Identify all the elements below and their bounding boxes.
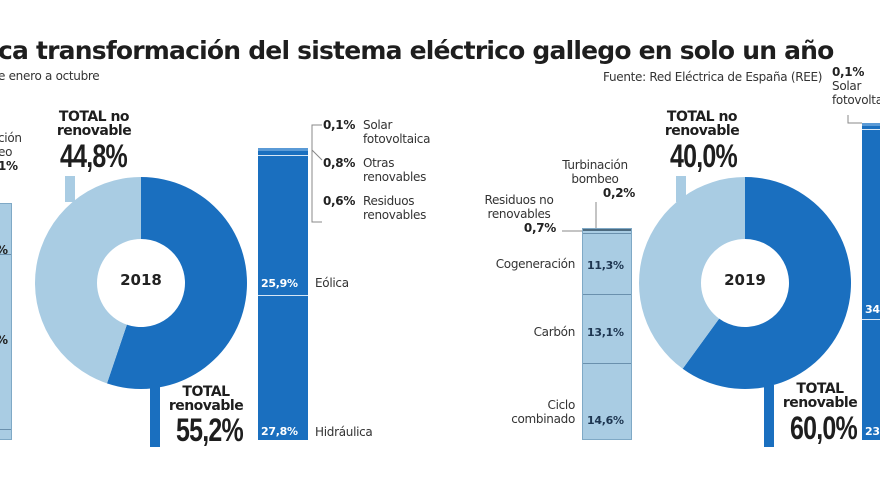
pct: 0,1%: [832, 65, 865, 79]
hidraulica-label: Hidráulica: [315, 425, 373, 439]
donut-slice-no-renovable: [639, 177, 745, 369]
no-renovable-value-2018: 44,8%: [60, 138, 128, 174]
name-line: renovables: [363, 170, 427, 184]
solar-2018-label: 0,1% Solar fotovoltaica: [323, 118, 430, 146]
renovable-title-2019: TOTAL renovable: [780, 382, 860, 410]
fragment-line: 1%: [0, 159, 18, 173]
no-renovable-title-2019: TOTAL no renovable: [660, 110, 744, 138]
renovable-value-2019: 60,0%: [790, 410, 858, 446]
title-line: renovable: [664, 123, 740, 139]
title-line: renovable: [782, 395, 858, 411]
no-renovable-title-2018: TOTAL no renovable: [52, 110, 136, 138]
fragment-line: eo: [0, 145, 13, 159]
renovable-stem-2018: [150, 385, 160, 447]
renovable-bar-2018: 25,9% 27,8%: [258, 148, 308, 440]
renovable-value-2018: 55,2%: [176, 412, 244, 448]
no-renovable-stem-2018: [65, 176, 75, 202]
no-renovable-stem-2019: [676, 176, 686, 202]
fragment-pct: %: [0, 333, 8, 347]
carbon-pct: 13,1%: [587, 326, 624, 339]
bracket-2018: [311, 124, 323, 223]
otras-2018-label: 0,8% Otras renovables: [323, 156, 426, 184]
eolica-label: Eólica: [315, 276, 349, 290]
renovable-title-2018: TOTAL renovable: [166, 385, 246, 413]
ciclo-pct: 14,6%: [587, 414, 624, 427]
solar-2019-label: 0,1% Solar fotovolta: [832, 65, 880, 107]
hidraulica-pct: 27,8%: [261, 425, 298, 438]
pct: 0,2%: [602, 186, 635, 200]
donut-2019: [639, 177, 852, 390]
name-line: Otras: [363, 156, 395, 170]
name-line: Solar: [363, 118, 393, 132]
chart-title: ca transformación del sistema eléctrico …: [0, 36, 834, 65]
title-line: TOTAL: [796, 381, 844, 397]
fragment-pct: %: [0, 243, 8, 257]
turbinacion-label: Turbinación bombeo 0,2%: [555, 158, 635, 200]
name-line: Turbinación: [562, 158, 628, 172]
pct: 0,7%: [523, 221, 556, 235]
carbon-label: Carbón: [533, 325, 576, 339]
leader-solar-2019: [847, 115, 862, 124]
donut-2018: [34, 177, 247, 390]
fragment-label: ción eo 1%: [0, 131, 22, 173]
residuos-no-renovables-label: Residuos no renovables 0,7%: [478, 193, 560, 235]
fragment-bar: [0, 203, 12, 440]
donut-slice-renovable: [106, 177, 247, 390]
name-line: fotovoltaica: [363, 132, 431, 146]
title-line: TOTAL no: [666, 109, 738, 125]
title-line: renovable: [168, 398, 244, 414]
fragment-line: ción: [0, 131, 22, 145]
no-renovable-value-2019: 40,0%: [670, 138, 738, 174]
residuos-2018-label: 0,6% Residuos renovables: [323, 194, 426, 222]
name-line: renovables: [487, 207, 551, 221]
bar-2019-bottom-pct: 23: [865, 425, 880, 438]
pct: 0,8%: [323, 156, 356, 170]
cogeneracion-pct: 11,3%: [587, 259, 624, 272]
name-line: Solar: [832, 79, 862, 93]
bar-2019-mid-pct: 34: [865, 303, 880, 316]
donut-slice-no-renovable: [34, 177, 141, 384]
name-line: fotovolta: [832, 93, 880, 107]
ciclo-label: Ciclo combinado: [480, 398, 575, 426]
eolica-pct: 25,9%: [261, 277, 298, 290]
name-line: Ciclo: [547, 398, 576, 412]
pct: 0,6%: [323, 194, 356, 208]
year-label-2019: 2019: [724, 271, 766, 289]
title-line: renovable: [56, 123, 132, 139]
name-line: Residuos no: [484, 193, 554, 207]
renovable-stem-2019: [764, 385, 774, 447]
chart-subtitle: e enero a octubre: [0, 69, 100, 83]
no-renovable-bar-2019: 11,3% 13,1% 14,6%: [582, 228, 632, 440]
pct: 0,1%: [323, 118, 356, 132]
title-line: TOTAL: [182, 384, 230, 400]
name-line: renovables: [363, 208, 427, 222]
name-line: Residuos: [363, 194, 415, 208]
year-label-2018: 2018: [120, 271, 162, 289]
source-note: Fuente: Red Eléctrica de España (REE): [603, 70, 823, 84]
title-line: TOTAL no: [58, 109, 130, 125]
renovable-bar-2019: 34 23: [862, 123, 880, 440]
name-line: bombeo: [571, 172, 619, 186]
name-line: combinado: [511, 412, 575, 426]
donut-slice-renovable: [682, 177, 852, 390]
cogeneracion-label: Cogeneración: [495, 257, 576, 271]
